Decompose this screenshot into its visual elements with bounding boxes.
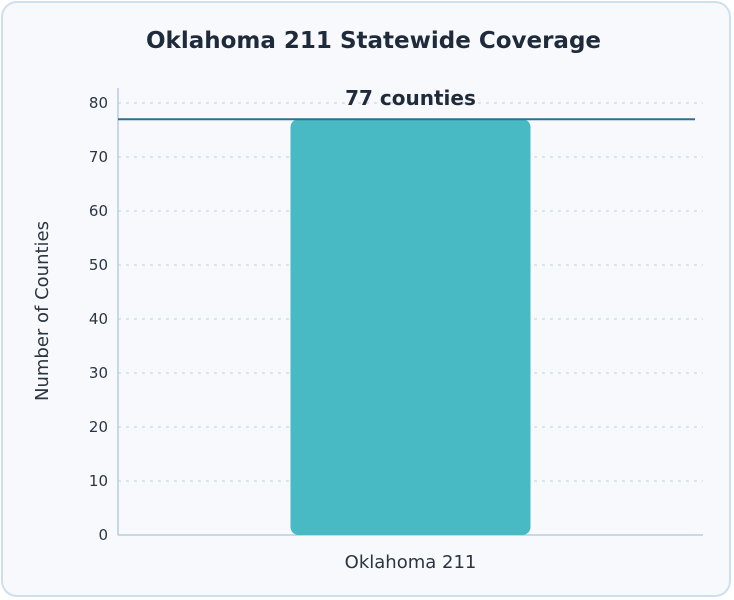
x-axis-ticks: Oklahoma 211 <box>345 552 477 573</box>
y-tick-label: 0 <box>98 526 108 544</box>
x-tick-label: Oklahoma 211 <box>345 552 477 573</box>
y-tick-label: 70 <box>89 148 108 166</box>
y-axis-label: Number of Counties <box>32 221 53 401</box>
gridlines <box>118 102 703 482</box>
y-tick-label: 20 <box>89 418 108 436</box>
y-tick-label: 80 <box>89 94 108 112</box>
y-tick-label: 30 <box>89 364 108 382</box>
bars <box>290 119 531 535</box>
y-tick-label: 50 <box>89 256 108 274</box>
y-tick-label: 10 <box>89 472 108 490</box>
y-tick-label: 60 <box>89 202 108 220</box>
y-tick-label: 40 <box>89 310 108 328</box>
chart-title: Oklahoma 211 Statewide Coverage <box>146 28 602 54</box>
bar <box>290 119 531 535</box>
reference-line-label: 77 counties <box>345 86 476 110</box>
y-axis-ticks: 0 10 20 30 40 50 60 70 80 <box>89 94 108 544</box>
